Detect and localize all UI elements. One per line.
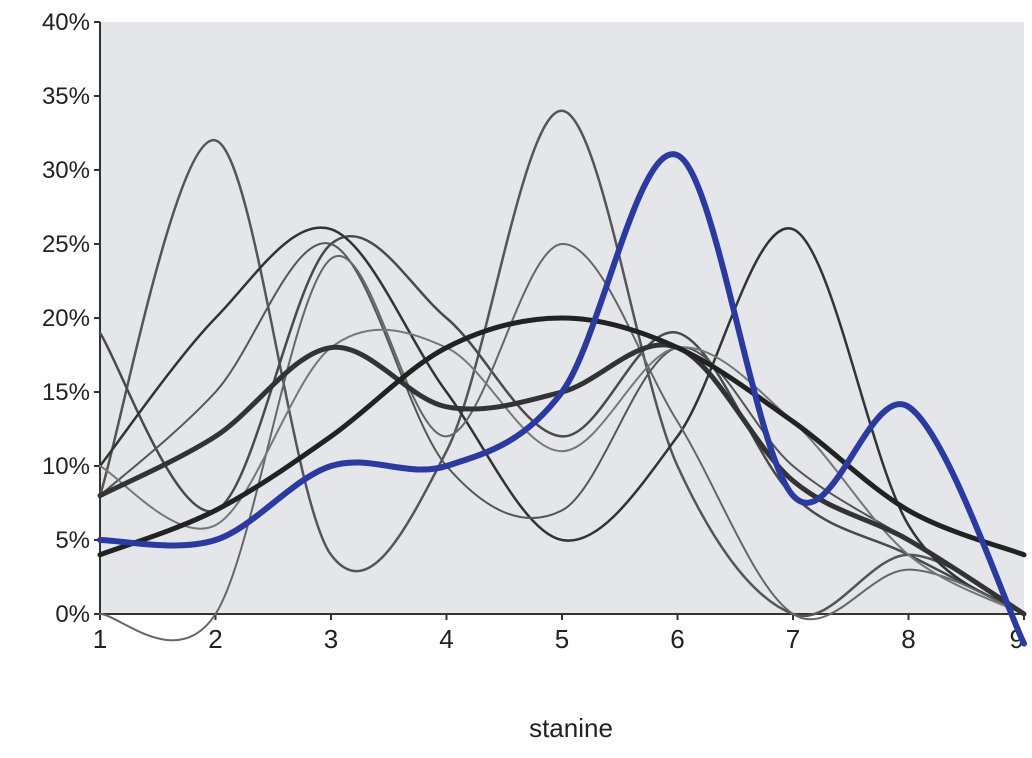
series-line-5 xyxy=(99,242,1025,642)
series-line-1 xyxy=(98,109,1026,618)
x-tick-label: 1 xyxy=(93,624,107,654)
y-tick-label: 35% xyxy=(42,83,90,110)
x-tick-label: 2 xyxy=(208,624,222,654)
series-layer xyxy=(97,109,1027,647)
y-tick-label: 5% xyxy=(55,527,90,554)
x-axis-label: stanine xyxy=(529,713,613,743)
series-line-2 xyxy=(98,235,1026,616)
series-line-8 xyxy=(97,315,1027,558)
x-tick-label: 8 xyxy=(901,624,915,654)
y-tick-label: 30% xyxy=(42,157,90,184)
y-tick-label: 40% xyxy=(42,9,90,36)
series-line-4 xyxy=(99,242,1025,615)
x-tick-label: 3 xyxy=(324,624,338,654)
series-line-3 xyxy=(98,226,1026,616)
x-tick-label: 7 xyxy=(786,624,800,654)
y-tick-label: 15% xyxy=(42,379,90,406)
x-tick-label: 4 xyxy=(439,624,453,654)
x-tick-label: 6 xyxy=(670,624,684,654)
x-tick-label: 5 xyxy=(555,624,569,654)
y-tick-label: 0% xyxy=(55,601,90,628)
y-tick-label: 10% xyxy=(42,453,90,480)
series-line-9 xyxy=(97,151,1027,647)
y-tick-label: 25% xyxy=(42,231,90,258)
series-line-6 xyxy=(99,328,1025,615)
y-tick-label: 20% xyxy=(42,305,90,332)
y-axis: 0% 5% 10% 15% 20% 25% 30% 35% 40% xyxy=(42,9,101,628)
